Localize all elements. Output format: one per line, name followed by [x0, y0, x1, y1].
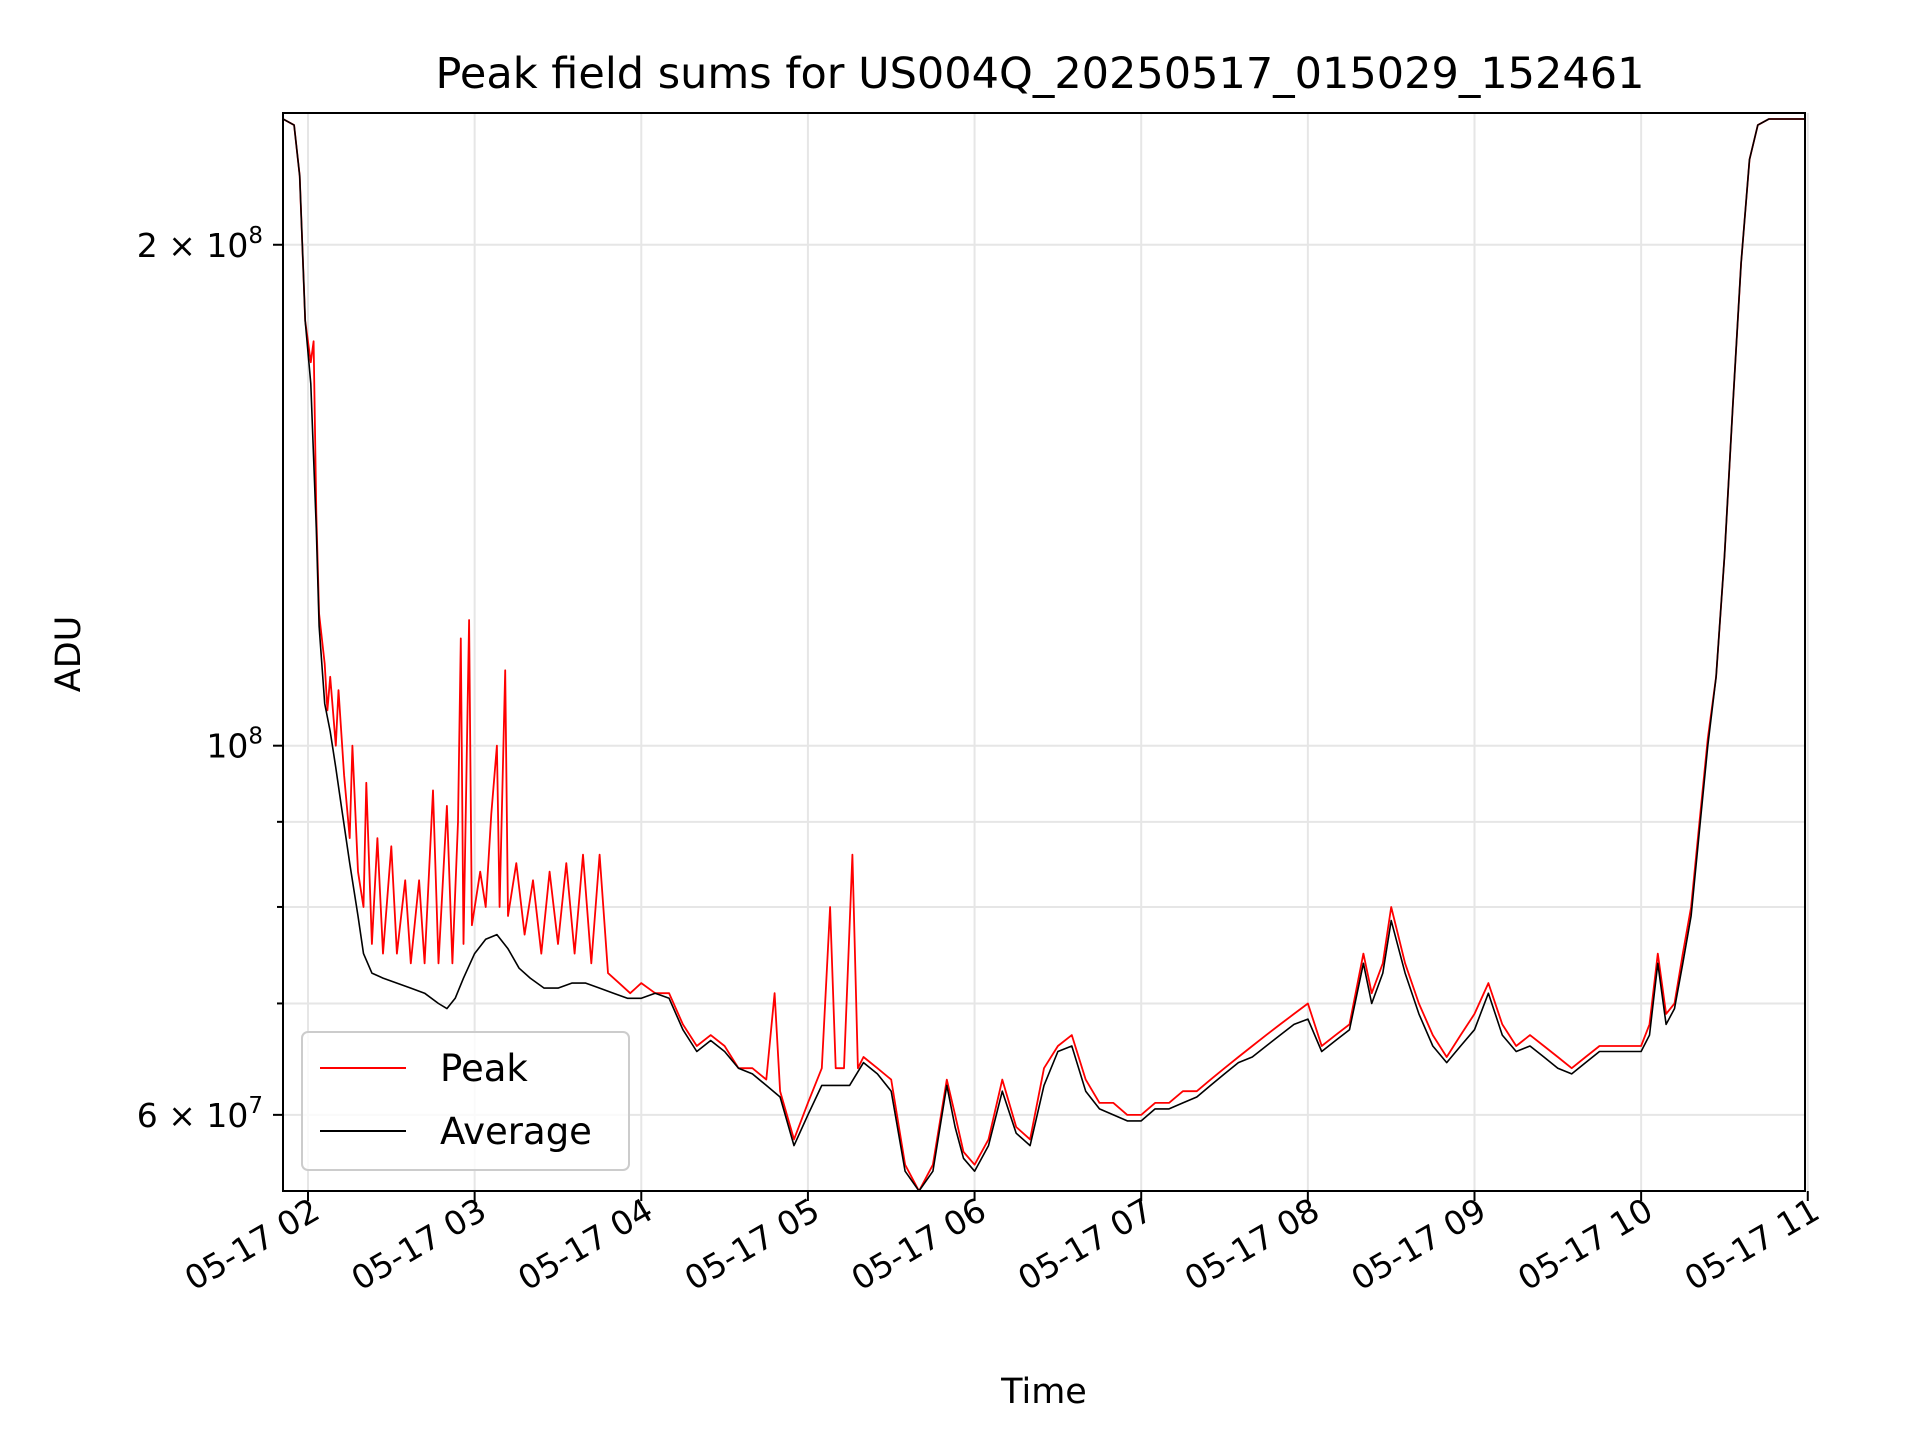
- y-tick-label: 6 × 107: [137, 1093, 263, 1135]
- y-axis-ticks: 6 × 107 108 2 × 108: [137, 223, 283, 1135]
- x-tick-label: 05-17 09: [1344, 1190, 1492, 1298]
- y-axis-label: ADU: [49, 616, 89, 693]
- series-line-peak: [283, 118, 1805, 1191]
- x-tick-label: 05-17 04: [511, 1190, 659, 1298]
- x-tick-label: 05-17 08: [1178, 1190, 1326, 1298]
- x-tick-label: 05-17 03: [345, 1190, 493, 1298]
- x-tick-label: 05-17 02: [178, 1190, 326, 1298]
- chart-title: Peak field sums for US004Q_20250517_0150…: [436, 49, 1645, 99]
- x-axis-ticks: 05-17 02 05-17 03 05-17 04 05-17 05 05-17 06…: [178, 1190, 1826, 1298]
- legend-box: [301, 1031, 630, 1171]
- legend-label-average: Average: [440, 1110, 592, 1153]
- x-axis-label: Time: [1000, 1372, 1087, 1412]
- y-tick-label: 108: [206, 724, 263, 766]
- series-line-average: [283, 118, 1805, 1191]
- x-tick-label: 05-17 10: [1511, 1190, 1659, 1298]
- x-tick-label: 05-17 11: [1678, 1190, 1826, 1298]
- x-tick-label: 05-17 05: [678, 1190, 826, 1298]
- legend-label-peak: Peak: [440, 1047, 528, 1090]
- legend: Peak Average: [301, 1031, 630, 1171]
- x-tick-label: 05-17 07: [1011, 1190, 1159, 1298]
- y-tick-label: 2 × 108: [137, 223, 263, 265]
- x-tick-label: 05-17 06: [845, 1190, 993, 1298]
- plot-frame: [282, 112, 1806, 1192]
- grid-lines: [283, 113, 1809, 1191]
